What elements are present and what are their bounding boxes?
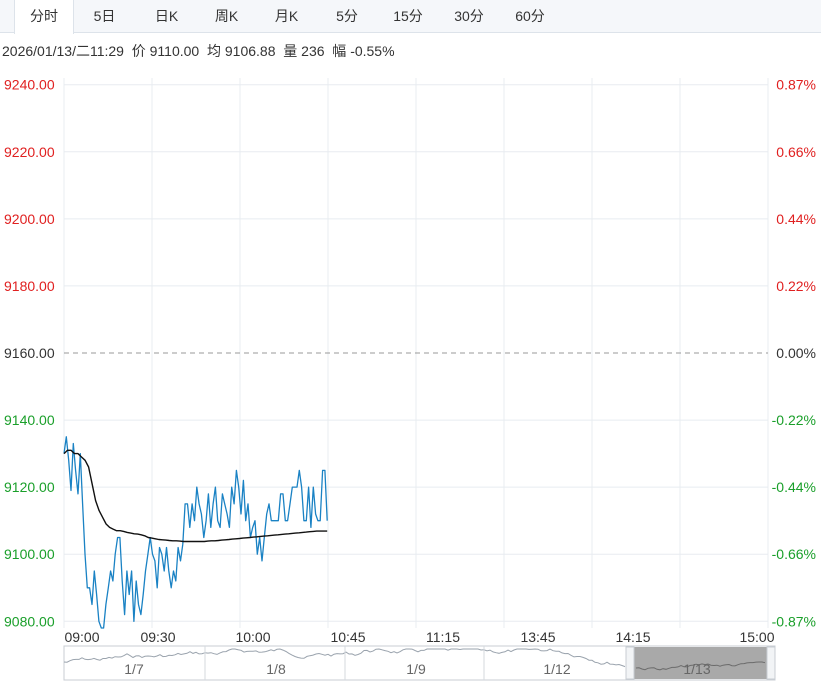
navigator-date-label: 1/9 [406, 661, 426, 677]
period-tab-bar: 分时 5日 日K 周K 月K 5分 15分 30分 60分 [0, 0, 821, 34]
y-tick-label-pct: -0.44% [772, 479, 816, 495]
x-tick-label: 14:15 [615, 629, 650, 645]
tab-4[interactable]: 周K [214, 8, 239, 24]
y-tick-label-pct: 0.66% [776, 144, 816, 160]
quote-datetime: 2026/01/13/二11:29 [2, 43, 124, 59]
change-label: 幅 [332, 43, 347, 59]
volume-value: 236 [301, 43, 325, 59]
navigator-left-handle[interactable] [625, 646, 635, 680]
navigator-date-label: 1/13 [683, 661, 710, 677]
navigator-frame [63, 645, 776, 681]
x-tick-label: 10:45 [330, 629, 365, 645]
average-line [63, 449, 328, 543]
y-tick-label: 9140.00 [4, 412, 55, 428]
price-label: 价 [131, 43, 146, 59]
intraday-chart[interactable]: 9240.00 0.87% 9220.00 0.66% 9200.00 0.44% 9180… [0, 0, 821, 645]
price-value: 9110.00 [149, 43, 200, 59]
navigator-history-line [63, 648, 626, 668]
price-line [63, 436, 328, 629]
y-tick-label: 9220.00 [4, 144, 55, 160]
y-tick-label: 9100.00 [4, 546, 55, 562]
avg-value: 9106.88 [224, 43, 276, 59]
y-tick-label: 9200.00 [4, 211, 55, 227]
navigator-date-label: 1/12 [543, 661, 570, 677]
change-value: -0.55% [350, 43, 395, 59]
tab-3[interactable]: 日K [154, 8, 179, 24]
y-tick-label-pct: -0.66% [772, 546, 816, 562]
y-tick-label: 9240.00 [4, 77, 55, 93]
y-tick-label-pct: 0.44% [776, 211, 816, 227]
y-tick-label: 9120.00 [4, 479, 55, 495]
avg-label: 均 [206, 43, 221, 59]
x-tick-label: 11:15 [426, 629, 460, 645]
y-tick-label-pct: -0.87% [772, 613, 816, 629]
navigator-selection[interactable] [634, 647, 767, 679]
y-tick-label-pct: -0.22% [772, 412, 816, 428]
x-tick-label: 15:00 [739, 629, 774, 645]
x-tick-label: 09:00 [64, 629, 99, 645]
x-tick-label: 13:45 [520, 629, 555, 645]
navigator-right-handle[interactable] [766, 646, 776, 680]
y-tick-label-pct: 0.22% [776, 278, 816, 294]
tab-9[interactable]: 60分 [515, 8, 545, 24]
y-tick-label: 9180.00 [4, 278, 55, 294]
navigator-date-label: 1/8 [266, 661, 286, 677]
y-tick-label: 9160.00 [4, 345, 55, 361]
tab-7[interactable]: 15分 [393, 8, 423, 24]
tab-6[interactable]: 5分 [336, 8, 358, 24]
navigator-date-label: 1/7 [124, 661, 144, 677]
y-tick-label-pct: 0.87% [776, 77, 816, 93]
volume-label: 量 [283, 43, 298, 59]
x-tick-label: 10:00 [235, 629, 270, 645]
tab-8[interactable]: 30分 [454, 8, 484, 24]
x-tick-label: 09:30 [140, 629, 175, 645]
tab-1[interactable]: 分时 [14, 0, 74, 34]
navigator-selected-line [635, 661, 766, 671]
y-tick-label: 9080.00 [4, 613, 55, 629]
quote-info-bar: 2026/01/13/二11:29 价 9110.00 均 9106.88 量 … [2, 41, 395, 61]
tab-5[interactable]: 月K [274, 8, 299, 24]
y-tick-label-pct: 0.00% [776, 345, 816, 361]
tab-2[interactable]: 5日 [93, 8, 116, 24]
